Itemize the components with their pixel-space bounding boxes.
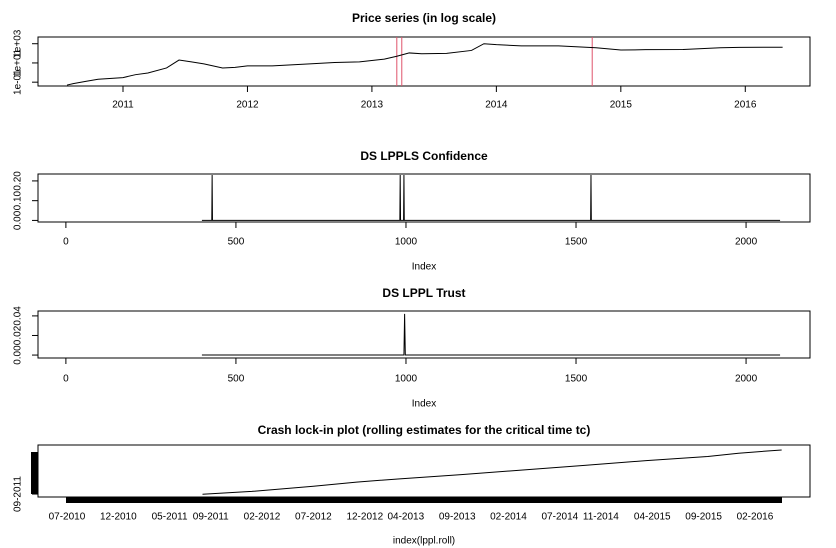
- y-tick-label: 0.00: [13, 345, 24, 365]
- plot-box: [37, 36, 811, 87]
- x-tick-label: 1000: [395, 374, 418, 385]
- y-tick-label: 0.02: [13, 325, 24, 345]
- x-tick-label: 04-2013: [387, 512, 424, 523]
- x-tick-label: 07-2014: [542, 512, 579, 523]
- series-line: [202, 449, 782, 495]
- plot-box: [37, 173, 811, 223]
- x-tick-label: 07-2010: [49, 512, 86, 523]
- panel-title: DS LPPLS Confidence: [360, 149, 488, 163]
- x-axis-label: Index: [412, 399, 436, 410]
- x-tick-label: 02-2012: [244, 512, 281, 523]
- x-tick-label: 1000: [395, 237, 418, 248]
- y-tick-label: 0.04: [13, 306, 24, 326]
- x-tick-label: 07-2012: [295, 512, 332, 523]
- x-tick-label: 09-2011: [193, 512, 229, 523]
- plot-box: [37, 444, 811, 498]
- y-tick-label: 0.10: [13, 190, 24, 210]
- panel-title: Price series (in log scale): [352, 11, 496, 25]
- x-tick-label: 12-2010: [100, 512, 137, 523]
- series-line: [66, 43, 783, 86]
- panel-title: DS LPPL Trust: [382, 286, 465, 300]
- x-tick-label: 2014: [485, 100, 508, 111]
- x-tick-label: 12-2012: [346, 512, 383, 523]
- x-tick-label: 04-2015: [634, 512, 671, 523]
- rug: [66, 497, 782, 503]
- rug: [31, 452, 38, 494]
- x-tick-label: 2000: [735, 374, 758, 385]
- y-tick-label: 1e+03: [13, 29, 24, 58]
- x-tick-label: 2016: [734, 100, 757, 111]
- panel-title: Crash lock-in plot (rolling estimates fo…: [258, 423, 591, 437]
- y-tick-label: 1e+01: [13, 48, 24, 77]
- x-tick-label: 05-2011: [152, 512, 188, 523]
- x-axis-label: Index: [412, 262, 436, 273]
- x-tick-label: 1500: [565, 374, 588, 385]
- x-tick-label: 2011: [112, 100, 134, 111]
- x-tick-label: 02-2016: [737, 512, 774, 523]
- x-tick-label: 2012: [236, 100, 259, 111]
- x-tick-label: 11-2014: [583, 512, 619, 523]
- x-tick-label: 09-2015: [685, 512, 722, 523]
- series-line: [201, 313, 781, 356]
- x-tick-label: 2013: [361, 100, 384, 111]
- x-tick-label: 0: [63, 374, 69, 385]
- series-line: [201, 174, 781, 221]
- x-tick-label: 02-2014: [490, 512, 527, 523]
- x-tick-label: 09-2013: [439, 512, 476, 523]
- x-tick-label: 1500: [565, 237, 588, 248]
- x-axis-label: index(lppl.roll): [393, 536, 455, 547]
- y-tick-label: 09-2011: [13, 476, 24, 512]
- x-tick-label: 2015: [610, 100, 633, 111]
- x-tick-label: 500: [228, 237, 245, 248]
- x-tick-label: 2000: [735, 237, 758, 248]
- x-tick-label: 500: [228, 374, 245, 385]
- x-tick-label: 0: [63, 237, 69, 248]
- y-tick-label: 0.00: [13, 210, 24, 230]
- plot-box: [37, 310, 811, 359]
- y-tick-label: 1e-01: [13, 69, 24, 95]
- y-tick-label: 0.20: [13, 171, 24, 191]
